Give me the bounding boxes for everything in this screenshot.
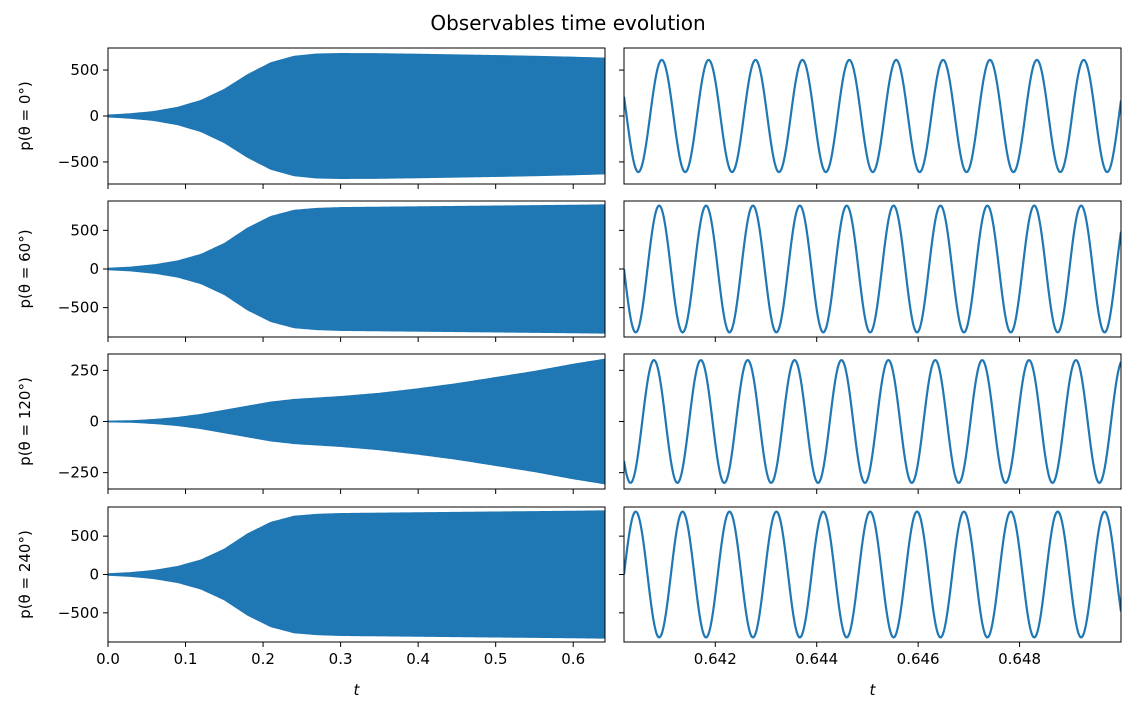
- y-tick-label: 500: [70, 221, 99, 239]
- x-tick-label: 0.1: [174, 650, 198, 668]
- signal-line: [624, 58, 1121, 174]
- x-tick-label: 0.642: [694, 650, 737, 668]
- y-tick-label: 0: [89, 107, 99, 125]
- x-tick-label: 0.5: [484, 650, 508, 668]
- subplot-2-0: −250 0 250 p(θ = 120°): [16, 353, 606, 494]
- plot-area: [108, 204, 605, 334]
- y-axis-label: p(θ = 240°): [16, 530, 34, 619]
- panels: −500 0 500 p(θ = 0°) −500 0 500 p(θ = 60°) −250 0…: [16, 47, 1122, 699]
- subplot-0-0: −500 0 500 p(θ = 0°): [16, 47, 606, 189]
- y-axis-label: p(θ = 60°): [16, 229, 34, 308]
- subplot-3-0: −500 0 500 0.0 0.1 0.2 0.3 0.4 0.5 0.6 p(θ = 240°)…: [16, 506, 606, 699]
- plot-area: [624, 358, 1121, 485]
- x-tick-label: 0.3: [329, 650, 353, 668]
- y-tick-label: −500: [58, 153, 99, 171]
- y-tick-label: 0: [89, 413, 99, 431]
- figure-title: Observables time evolution: [430, 11, 705, 35]
- x-tick-label: 0.2: [251, 650, 275, 668]
- y-tick-label: −500: [58, 604, 99, 622]
- plot-area: [624, 510, 1121, 639]
- axes-frame: [623, 47, 1122, 185]
- x-tick-label: 0.6: [561, 650, 585, 668]
- subplot-0-1: [619, 47, 1122, 189]
- x-axis-label: t: [870, 681, 877, 699]
- subplot-1-1: [619, 200, 1122, 342]
- plot-area: [108, 358, 605, 485]
- x-tick-label: 0.644: [795, 650, 838, 668]
- x-tick-label: 0.0: [96, 650, 120, 668]
- plot-area: [624, 204, 1121, 334]
- y-tick-label: −250: [58, 464, 99, 482]
- y-tick-label: 500: [70, 61, 99, 79]
- signal-line: [624, 204, 1121, 334]
- y-tick-label: −500: [58, 299, 99, 317]
- signal-envelope-fill: [108, 510, 605, 639]
- plot-area: [624, 58, 1121, 174]
- plot-area: [108, 510, 605, 639]
- signal-envelope-fill: [108, 358, 605, 485]
- subplot-3-1: 0.642 0.644 0.646 0.648 t: [619, 506, 1122, 699]
- y-axis-label: p(θ = 0°): [16, 81, 34, 151]
- plot-area: [108, 53, 605, 179]
- subplot-1-0: −500 0 500 p(θ = 60°): [16, 200, 606, 342]
- signal-line: [624, 358, 1121, 485]
- y-tick-label: 0: [89, 260, 99, 278]
- signal-envelope-fill: [108, 53, 605, 179]
- x-tick-label: 0.648: [998, 650, 1041, 668]
- y-tick-label: 500: [70, 527, 99, 545]
- signal-line: [624, 510, 1121, 639]
- x-axis-label: t: [354, 681, 361, 699]
- y-tick-label: 250: [70, 361, 99, 379]
- x-tick-label: 0.646: [897, 650, 940, 668]
- x-tick-label: 0.4: [406, 650, 430, 668]
- signal-envelope-fill: [108, 204, 605, 334]
- y-axis-label: p(θ = 120°): [16, 377, 34, 466]
- y-tick-label: 0: [89, 566, 99, 584]
- subplot-2-1: [619, 353, 1122, 494]
